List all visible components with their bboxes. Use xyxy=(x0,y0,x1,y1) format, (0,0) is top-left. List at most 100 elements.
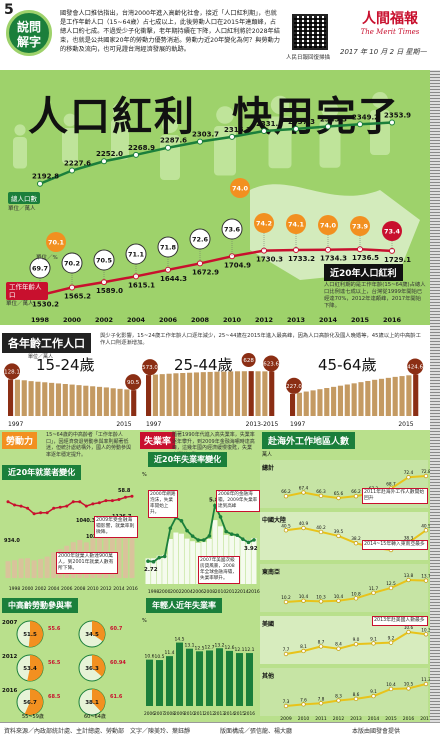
x-tick-label: 2004 xyxy=(127,316,146,324)
pct-value-label: 73.4 xyxy=(384,228,401,236)
total-value-label: 2303.7 xyxy=(192,131,219,139)
youth-value-label: 12.5 xyxy=(194,645,204,651)
footer-layout: 版面構成／張信龍、楊大廳 xyxy=(220,728,293,735)
overseas-point xyxy=(371,693,376,699)
overseas-value-label: 8.1 xyxy=(300,644,307,650)
overseas-point xyxy=(423,681,429,687)
pct-value-label: 73.6 xyxy=(224,226,241,234)
age-bar xyxy=(166,373,172,416)
overseas-point xyxy=(423,473,429,479)
unemployed-bar xyxy=(212,520,218,584)
figure-head xyxy=(63,113,77,127)
unemployment-point xyxy=(168,526,173,531)
population-chart: 2192.8 2227.6 2252.0 2268.9 2287.6 2303.7 2316… xyxy=(29,112,411,324)
age-bar xyxy=(358,382,364,416)
qr-label: 人民日報回復掃描 xyxy=(286,55,331,61)
overseas-point xyxy=(406,686,411,691)
pct-value-label: 74.2 xyxy=(256,220,272,228)
overseas-point xyxy=(371,641,376,646)
hero-title: 人口紅利 快用完了 xyxy=(28,84,400,142)
overseas-value-label: 68.7 xyxy=(386,482,396,488)
overseas-value-label: 10.5 xyxy=(404,681,414,687)
overseas-value-label: 40.5 xyxy=(421,523,430,529)
overseas-region-label: 東南亞 xyxy=(262,568,280,576)
unemployed-bar xyxy=(184,538,190,584)
figure-body xyxy=(319,120,341,168)
unemployment-point xyxy=(241,537,245,541)
total-value-label: 2192.8 xyxy=(32,173,59,181)
overseas-point xyxy=(318,529,324,535)
employment-label: 1040.3 xyxy=(76,518,96,524)
overseas-value-label: 39.5 xyxy=(334,529,344,535)
overseas-point xyxy=(301,525,306,531)
unemployment-point xyxy=(229,532,234,536)
x-tick-label: 2014 xyxy=(368,716,380,722)
x-tick-label: 2006 xyxy=(192,589,204,595)
pct-bubble xyxy=(157,236,179,258)
participation-point xyxy=(45,511,49,515)
overseas-point xyxy=(283,703,289,709)
youth-bar xyxy=(246,653,253,706)
qr-code-icon[interactable] xyxy=(292,14,328,50)
badge-line2: 解字 xyxy=(16,35,41,49)
x-tick-label: 2002 xyxy=(95,316,113,324)
x-tick-label: 2015 xyxy=(351,316,370,324)
overseas-point xyxy=(336,598,341,603)
unemployment-point xyxy=(196,538,201,542)
employment-bar xyxy=(25,558,31,578)
pct-value-label: 71.1 xyxy=(128,251,145,259)
age-bar xyxy=(413,374,419,416)
age-bar xyxy=(110,388,116,416)
youth-value-label: 12.1 xyxy=(234,647,244,653)
first-value-bubble xyxy=(286,377,302,394)
overseas-unit: 萬人 xyxy=(262,451,272,458)
x-tick-label: 2011 xyxy=(315,716,327,722)
x-tick-label: 2012 xyxy=(333,716,345,722)
section-badge: 說問 解字 xyxy=(6,10,52,56)
overseas-point xyxy=(336,533,341,539)
unemployment-point xyxy=(157,555,161,560)
overseas-value-label: 8.3 xyxy=(335,694,342,700)
overseas-value-label: 9.1 xyxy=(370,636,377,642)
overseas-panel-bg xyxy=(260,668,428,716)
older-value-label: 51.5 xyxy=(23,632,37,638)
participation-point xyxy=(84,504,88,508)
x-tick-label: 2012 xyxy=(204,711,215,717)
youth-bar xyxy=(236,653,243,706)
unemployed-bar xyxy=(167,539,173,584)
total-population-line xyxy=(39,121,393,185)
young-title: 年輕人近年失業率 xyxy=(146,598,222,613)
unemployment-point xyxy=(246,540,251,545)
youth-value-label: 12.7 xyxy=(204,644,214,650)
participation-point xyxy=(26,506,30,510)
unemployment-label: 2.72 xyxy=(144,567,158,573)
pct-bubble-first xyxy=(46,232,66,252)
overseas-value-label: 10.8 xyxy=(351,591,361,597)
overseas-region-label: 總計 xyxy=(262,464,274,472)
pct-bubble xyxy=(350,216,370,236)
x-tick-label: 2010 xyxy=(223,316,242,324)
age-bar xyxy=(337,385,344,416)
x-tick-label: 2000 xyxy=(63,316,82,324)
participation-point xyxy=(117,498,121,501)
age-bar xyxy=(392,376,398,416)
pct-value-label: 74.0 xyxy=(232,185,249,193)
overseas-value-label: 10.4 xyxy=(299,594,309,600)
unemployment-point xyxy=(213,503,217,508)
x-end-label: 2015 xyxy=(398,421,413,428)
employment-bar xyxy=(44,556,50,578)
participation-line xyxy=(7,495,133,515)
overseas-value-label: 67.4 xyxy=(299,486,309,492)
age-bar xyxy=(207,371,213,416)
older-sub-label: 60.7 xyxy=(110,626,123,632)
older-share-arc xyxy=(92,621,105,642)
employ-callout-2: 2009年受金融海嘯影響，就業率則微降。 xyxy=(94,516,138,538)
age-bar xyxy=(42,382,48,416)
total-point xyxy=(69,167,75,174)
x-tick-label: 2008 xyxy=(74,586,86,592)
overseas-value-label: 10.4 xyxy=(334,594,344,600)
youth-value-label: 10.6 xyxy=(144,654,154,660)
older-share-arc xyxy=(92,655,106,677)
x-tick-label: 1998 xyxy=(31,316,50,324)
youth-unit: % xyxy=(142,618,147,624)
